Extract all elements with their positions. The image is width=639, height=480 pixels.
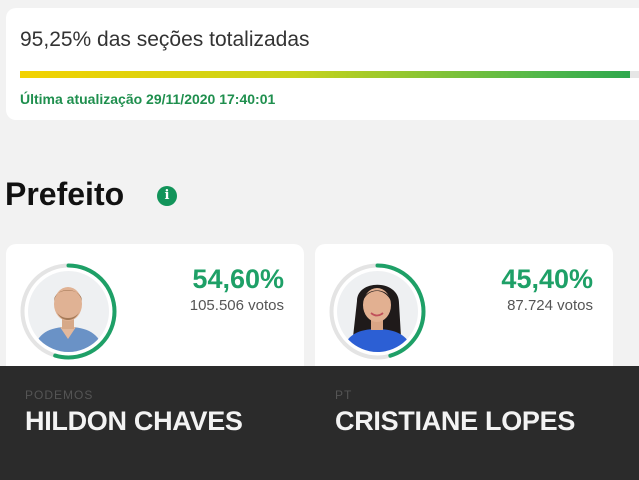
totalization-progress-bar: [20, 71, 639, 78]
candidate-1-party: PODEMOS: [25, 388, 94, 402]
totalization-card: 95,25% das seções totalizadas Última atu…: [6, 8, 639, 120]
last-update-text: Última atualização 29/11/2020 17:40:01: [20, 91, 276, 107]
candidate-1-vote-ring: [20, 263, 117, 360]
totalization-progress-fill: [20, 71, 630, 78]
info-icon[interactable]: i: [157, 186, 177, 206]
candidate-1-avatar: [28, 271, 109, 352]
candidate-2-avatar: [337, 271, 418, 352]
candidate-1-name: HILDON CHAVES: [25, 406, 243, 436]
candidate-2-percent: 45,40%: [501, 264, 593, 294]
candidate-1-votes: 105.506 votos: [189, 297, 284, 314]
candidate-2-vote-ring: [329, 263, 426, 360]
section-title: Prefeito: [5, 176, 125, 212]
candidate-2-party: PT: [335, 388, 353, 402]
candidate-2-votes: 87.724 votos: [507, 297, 593, 314]
totalization-title: 95,25% das seções totalizadas: [20, 28, 310, 51]
dark-overlay-panel: [0, 366, 639, 480]
candidate-2-name: CRISTIANE LOPES: [335, 406, 576, 436]
candidate-1-percent: 54,60%: [192, 264, 284, 294]
